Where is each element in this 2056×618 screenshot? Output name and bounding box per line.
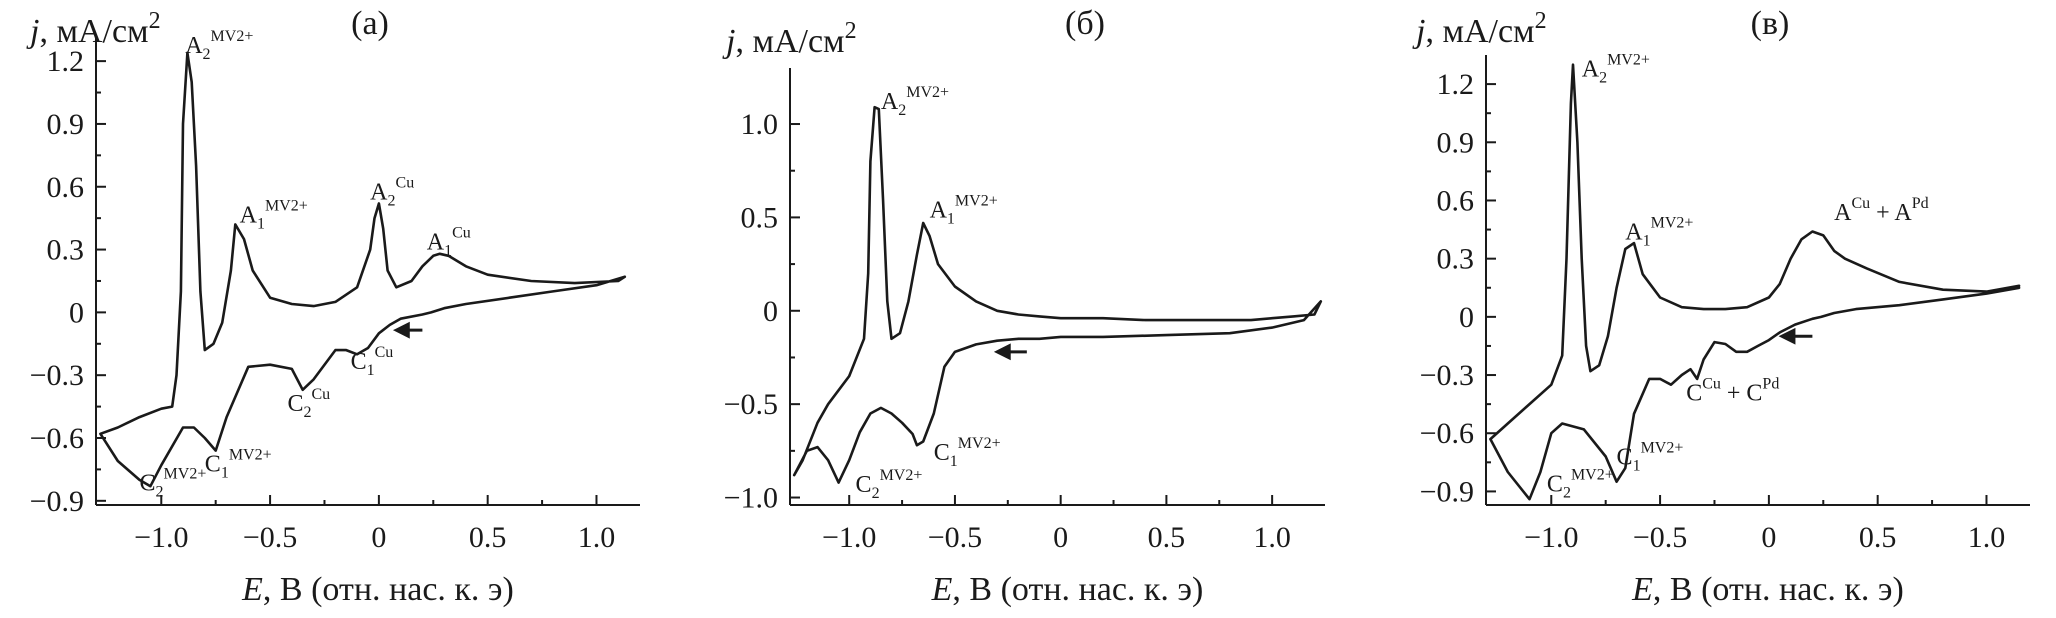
panel-0-y-tick-label: 0 [69,296,84,329]
panel-0-y-tick-label: −0.9 [30,485,84,518]
panel-2-y-tick-label: 1.2 [1437,68,1475,101]
panel-1-y-tick-label: 0.5 [741,201,779,234]
panel-2-label: (в) [1751,5,1790,42]
panel-1-x-tick-label: 0.5 [1148,521,1186,554]
panel-2-peak-label: A2MV2+ [1582,51,1650,86]
panel-2-x-axis-label: E, В (отн. нас. к. э) [1631,571,1904,608]
panel-1-label: (б) [1065,5,1105,42]
panel-2-y-tick-label: −0.9 [1420,475,1474,508]
panel-0-x-tick-label: 0.5 [469,521,507,554]
panel-2-cv-curve [1489,63,2021,501]
panel-c: 1.2 0.9 0.6 0.3 0 −0.3 −0.6 −0.9 −1.0 −0.5 0 0.5 1.0… [1412,5,2030,608]
panel-0-y-tick-label: 0.9 [47,108,85,141]
panel-2-y-tick-label: −0.3 [1420,359,1474,392]
panel-0-peak-label: C1MV2+ [205,447,272,482]
panel-0-y-tick-label: −0.3 [30,359,84,392]
panel-1-y-tick-label: −0.5 [724,388,778,421]
panel-0-y-axis-label: j, мА/см2 [26,8,161,50]
panel-0-y-tick-label: −0.6 [30,422,84,455]
panel-1-y-tick-label: −1.0 [724,482,778,515]
panel-0-x-axis-label: E, В (отн. нас. к. э) [241,571,514,608]
panel-2-peak-label: C2MV2+ [1547,466,1614,501]
panel-0-x-tick-label: −1.0 [134,521,188,554]
panel-2-y-axis-label: j, мА/см2 [1412,8,1547,50]
panel-1-peak-label: A1MV2+ [930,192,998,227]
panel-2-y-tick-label: 0.3 [1437,243,1475,276]
panel-2-y-tick-label: −0.6 [1420,417,1474,450]
panel-1-peak-label: C2MV2+ [856,467,923,502]
panel-0-x-tick-label: 1.0 [578,521,616,554]
panel-0-peak-label: C2MV2+ [140,465,207,500]
panel-1-x-tick-label: −0.5 [928,521,982,554]
panel-0-peak-label: C2Cu [287,386,330,421]
panel-2-x-tick-label: 1.0 [1968,521,2006,554]
panel-2-y-tick-label: 0.9 [1437,126,1475,159]
panel-1-cv-curve [792,105,1323,484]
panel-2-combined-peak-label: ACu + APd [1834,195,1928,226]
panel-1-y-axis-label: j, мА/см2 [722,18,857,60]
panel-1-peak-label: C1MV2+ [934,435,1001,470]
panel-0-y-tick-label: 0.6 [47,171,85,204]
panel-2-x-tick-label: 0 [1761,521,1776,554]
panel-1-y-tick-label: 0 [763,295,778,328]
panel-0-label: (а) [351,5,389,42]
panel-0-x-tick-label: 0 [371,521,386,554]
panel-1-x-tick-label: −1.0 [822,521,876,554]
panel-2-x-tick-label: −0.5 [1633,521,1687,554]
panel-0-peak-label: A2MV2+ [185,28,253,63]
panel-0-scan-arrow-head [392,321,410,339]
panel-2-y-tick-label: 0.6 [1437,184,1475,217]
panel-2-peak-label: A1MV2+ [1625,214,1693,249]
panel-1-scan-arrow-head [993,343,1011,361]
panel-1-y-tick-label: 1.0 [741,108,779,141]
panel-1-x-tick-label: 1.0 [1253,521,1291,554]
panel-1-peak-label: A2MV2+ [881,84,949,119]
panel-2-x-tick-label: −1.0 [1524,521,1578,554]
panel-2-y-tick-label: 0 [1459,301,1474,334]
panel-0-peak-label: A1Cu [427,225,471,260]
panel-2-peak-label: C1MV2+ [1617,439,1684,474]
panel-0-cv-curve [99,51,627,488]
panel-0-peak-label: C1Cu [351,344,394,379]
panel-2-combined-peak-label: CCu + CPd [1686,375,1779,406]
panel-1-x-tick-label: 0 [1053,521,1068,554]
panel-2-scan-arrow-head [1778,327,1796,345]
panel-0-peak-label: A2Cu [370,174,414,209]
panel-0-x-tick-label: −0.5 [243,521,297,554]
panel-0-y-tick-label: 0.3 [47,234,85,267]
panel-0-y-tick-label: 1.2 [47,45,85,78]
panel-0-peak-label: A1MV2+ [240,197,308,232]
panel-2-x-tick-label: 0.5 [1859,521,1897,554]
panel-a: 1.2 0.9 0.6 0.3 0 −0.3 −0.6 −0.9 −1.0 −0.5 0 0.5 1.0… [26,5,640,608]
panel-1-x-axis-label: E, В (отн. нас. к. э) [931,571,1204,608]
panel-b: 1.0 0.5 0 −0.5 −1.0 −1.0 −0.5 0 0.5 1.0 j, мА/см2 E… [722,5,1325,608]
